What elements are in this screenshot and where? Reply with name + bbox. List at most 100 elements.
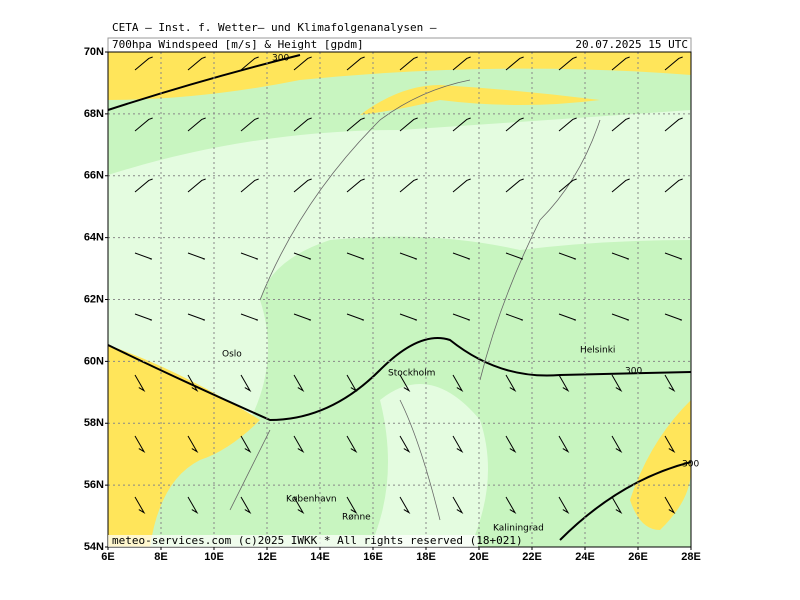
lat-label: 64N (84, 232, 104, 244)
wind-barb (240, 496, 252, 514)
wind-barb (452, 496, 464, 514)
place-label: København (286, 495, 337, 505)
wind-barb (452, 435, 464, 453)
wind-barb (293, 117, 312, 132)
wind-barb (452, 374, 464, 392)
contour-label: 300 (682, 460, 699, 470)
wind-barb (134, 117, 153, 132)
wind-barb (558, 313, 577, 321)
wind-barb (240, 252, 259, 260)
wind-barb (664, 178, 683, 193)
wind-barb (664, 496, 676, 514)
wind-barb (558, 56, 577, 71)
wind-barb (558, 435, 570, 453)
wind-barb (187, 496, 199, 514)
wind-barb (664, 374, 676, 392)
wind-barb (346, 56, 365, 71)
wind-barb (293, 496, 305, 514)
wind-barb (399, 178, 418, 193)
lat-label: 70N (84, 46, 104, 58)
height-contours (107, 54, 692, 541)
wind-barb (187, 252, 206, 260)
lat-label: 68N (84, 108, 104, 120)
wind-barb (293, 374, 305, 392)
graticule (108, 52, 691, 547)
wind-barb (505, 178, 524, 193)
lat-label: 60N (84, 355, 104, 367)
wind-barb (505, 56, 524, 71)
contour-label: 300 (272, 54, 289, 64)
wind-barb (611, 374, 623, 392)
wind-barb (240, 374, 252, 392)
wind-barb (452, 313, 471, 321)
wind-barb (293, 178, 312, 193)
wind-barb (505, 374, 517, 392)
wind-barb (399, 56, 418, 71)
wind-barb (452, 117, 471, 132)
wind-barb (452, 178, 471, 193)
coastlines (229, 79, 601, 521)
lon-label: 18E (416, 551, 436, 563)
lat-label: 58N (84, 417, 104, 429)
field-high-4 (630, 400, 691, 530)
lon-label: 28E (681, 551, 701, 563)
wind-barb (611, 117, 630, 132)
lon-label: 14E (310, 551, 330, 563)
wind-barb (240, 435, 252, 453)
wind-barb (611, 313, 630, 321)
wind-barb (187, 178, 206, 193)
wind-barb (399, 252, 418, 260)
wind-barb (611, 435, 623, 453)
lon-label: 26E (628, 551, 648, 563)
wind-barb (505, 117, 524, 132)
wind-barb (505, 252, 524, 260)
wind-barb (293, 313, 312, 321)
field-high-3 (108, 345, 260, 547)
wind-barb (346, 374, 358, 392)
wind-barb (611, 56, 630, 71)
wind-barb (505, 313, 524, 321)
contour-label: 300 (625, 367, 642, 377)
wind-barb (187, 313, 206, 321)
place-label: Stockholm (388, 369, 435, 379)
wind-barb (399, 496, 411, 514)
footer-bg (108, 535, 478, 547)
wind-barb (187, 117, 206, 132)
contour (107, 54, 301, 111)
wind-barb (134, 56, 153, 71)
lon-label: 22E (522, 551, 542, 563)
wind-barb (346, 435, 358, 453)
field-high-2 (360, 85, 600, 115)
lon-label: 8E (154, 551, 167, 563)
wind-barb (399, 117, 418, 132)
wind-barb (134, 252, 153, 260)
lon-label: 24E (575, 551, 595, 563)
map-panel (107, 51, 692, 548)
wind-barb (240, 313, 259, 321)
wind-barb (664, 435, 676, 453)
wind-barb (558, 178, 577, 193)
header-title: CETA – Inst. f. Wetter– und Klimafolgena… (112, 21, 437, 34)
wind-barb (346, 252, 365, 260)
lon-label: 6E (101, 551, 114, 563)
wind-barb (134, 496, 146, 514)
wind-barb (240, 178, 259, 193)
wind-barb (399, 374, 411, 392)
place-label: Rønne (342, 513, 371, 523)
footer: meteo-services.com (c)2025 IWKK * All ri… (112, 534, 523, 547)
wind-barb (558, 374, 570, 392)
wind-barb (611, 178, 630, 193)
lat-label: 62N (84, 293, 104, 305)
wind-barb (346, 496, 358, 514)
wind-barb (346, 117, 365, 132)
wind-barb (187, 56, 206, 71)
wind-barb (399, 313, 418, 321)
wind-barb (505, 435, 517, 453)
wind-barb (346, 313, 365, 321)
wind-barb (505, 496, 517, 514)
header-datetime: 20.07.2025 15 UTC (575, 38, 688, 51)
header-subtitle: 700hpa Windspeed [m/s] & Height [gpdm] (112, 38, 364, 51)
lon-label: 10E (204, 551, 224, 563)
place-label: Kaliningrad (493, 524, 544, 534)
